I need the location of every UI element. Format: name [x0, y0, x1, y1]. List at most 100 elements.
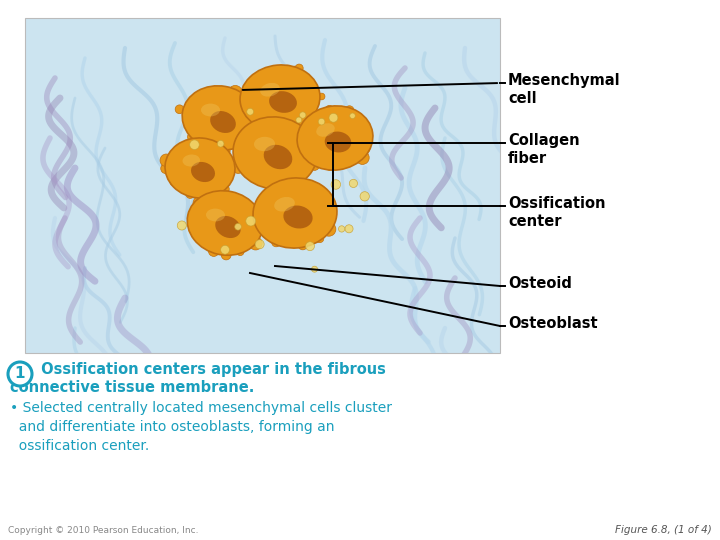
Circle shape [189, 140, 199, 150]
Ellipse shape [274, 197, 294, 212]
Circle shape [362, 145, 370, 153]
Ellipse shape [215, 216, 240, 238]
Circle shape [244, 122, 253, 130]
Text: Copyright © 2010 Pearson Education, Inc.: Copyright © 2010 Pearson Education, Inc. [8, 526, 199, 535]
Ellipse shape [182, 154, 200, 166]
Circle shape [231, 137, 243, 148]
Circle shape [243, 93, 257, 107]
Circle shape [318, 118, 325, 125]
Circle shape [325, 160, 336, 171]
Circle shape [360, 192, 369, 201]
Circle shape [331, 180, 341, 189]
Circle shape [220, 245, 230, 254]
Text: Figure 6.8, (1 of 4): Figure 6.8, (1 of 4) [616, 525, 712, 535]
Circle shape [249, 237, 262, 250]
Circle shape [322, 222, 336, 236]
Circle shape [316, 235, 324, 242]
Ellipse shape [206, 208, 225, 221]
Ellipse shape [254, 137, 275, 151]
Ellipse shape [201, 104, 220, 117]
Circle shape [233, 161, 244, 173]
Circle shape [301, 114, 310, 123]
Text: ossification center.: ossification center. [10, 439, 149, 453]
Text: 1: 1 [14, 367, 25, 381]
Text: Mesenchymal
cell: Mesenchymal cell [508, 73, 621, 106]
Circle shape [246, 216, 256, 226]
Ellipse shape [165, 138, 235, 198]
Ellipse shape [284, 206, 312, 228]
Circle shape [168, 151, 178, 160]
Ellipse shape [260, 83, 280, 97]
Circle shape [312, 266, 318, 272]
Circle shape [209, 246, 219, 256]
Circle shape [236, 248, 244, 255]
Circle shape [283, 65, 292, 73]
Circle shape [160, 154, 173, 167]
Circle shape [350, 113, 355, 119]
Circle shape [217, 140, 224, 147]
Circle shape [276, 183, 282, 188]
Ellipse shape [182, 86, 258, 150]
Circle shape [214, 144, 224, 154]
Circle shape [186, 190, 194, 198]
Circle shape [356, 151, 369, 164]
Circle shape [197, 197, 205, 205]
Text: Collagen
fiber: Collagen fiber [508, 133, 580, 166]
Circle shape [338, 226, 345, 232]
Circle shape [162, 156, 174, 168]
Circle shape [312, 89, 320, 97]
Ellipse shape [210, 111, 236, 133]
Circle shape [233, 143, 239, 150]
Ellipse shape [187, 191, 263, 255]
Circle shape [345, 106, 354, 115]
Circle shape [238, 124, 247, 133]
Circle shape [349, 179, 358, 187]
Text: connective tissue membrane.: connective tissue membrane. [10, 380, 254, 395]
Circle shape [215, 141, 223, 150]
Circle shape [220, 185, 229, 193]
Circle shape [187, 132, 197, 141]
Circle shape [161, 164, 171, 173]
Circle shape [345, 225, 353, 233]
Bar [25, 18, 500, 353]
Ellipse shape [316, 123, 335, 137]
Ellipse shape [191, 162, 215, 182]
Circle shape [307, 138, 315, 146]
Circle shape [221, 146, 230, 156]
Text: Ossification
center: Ossification center [508, 196, 606, 229]
Circle shape [295, 64, 303, 72]
Circle shape [254, 232, 260, 238]
Circle shape [170, 178, 177, 186]
Text: • Selected centrally located mesenchymal cells cluster: • Selected centrally located mesenchymal… [10, 401, 392, 415]
Circle shape [175, 105, 184, 113]
Ellipse shape [325, 132, 351, 152]
Circle shape [298, 240, 307, 250]
Ellipse shape [264, 145, 292, 169]
Circle shape [247, 109, 253, 115]
Circle shape [250, 113, 259, 123]
Circle shape [267, 186, 274, 193]
Text: Osteoblast: Osteoblast [508, 316, 598, 331]
Circle shape [296, 117, 302, 123]
Text: Osteoid: Osteoid [508, 276, 572, 291]
Circle shape [235, 224, 241, 230]
Circle shape [228, 85, 242, 99]
Circle shape [267, 181, 281, 194]
Circle shape [271, 238, 281, 247]
Text: Ossification centers appear in the fibrous: Ossification centers appear in the fibro… [36, 362, 386, 377]
Circle shape [196, 195, 203, 202]
Circle shape [300, 112, 306, 118]
Circle shape [255, 240, 264, 249]
Circle shape [310, 161, 319, 170]
Circle shape [247, 124, 254, 131]
Ellipse shape [233, 117, 317, 189]
Circle shape [290, 66, 300, 76]
Ellipse shape [297, 106, 373, 170]
Circle shape [325, 105, 334, 114]
Circle shape [221, 250, 231, 260]
Ellipse shape [240, 65, 320, 131]
Circle shape [300, 237, 310, 247]
Text: and differentiate into osteoblasts, forming an: and differentiate into osteoblasts, form… [10, 420, 335, 434]
Circle shape [177, 221, 186, 230]
Ellipse shape [253, 178, 337, 248]
